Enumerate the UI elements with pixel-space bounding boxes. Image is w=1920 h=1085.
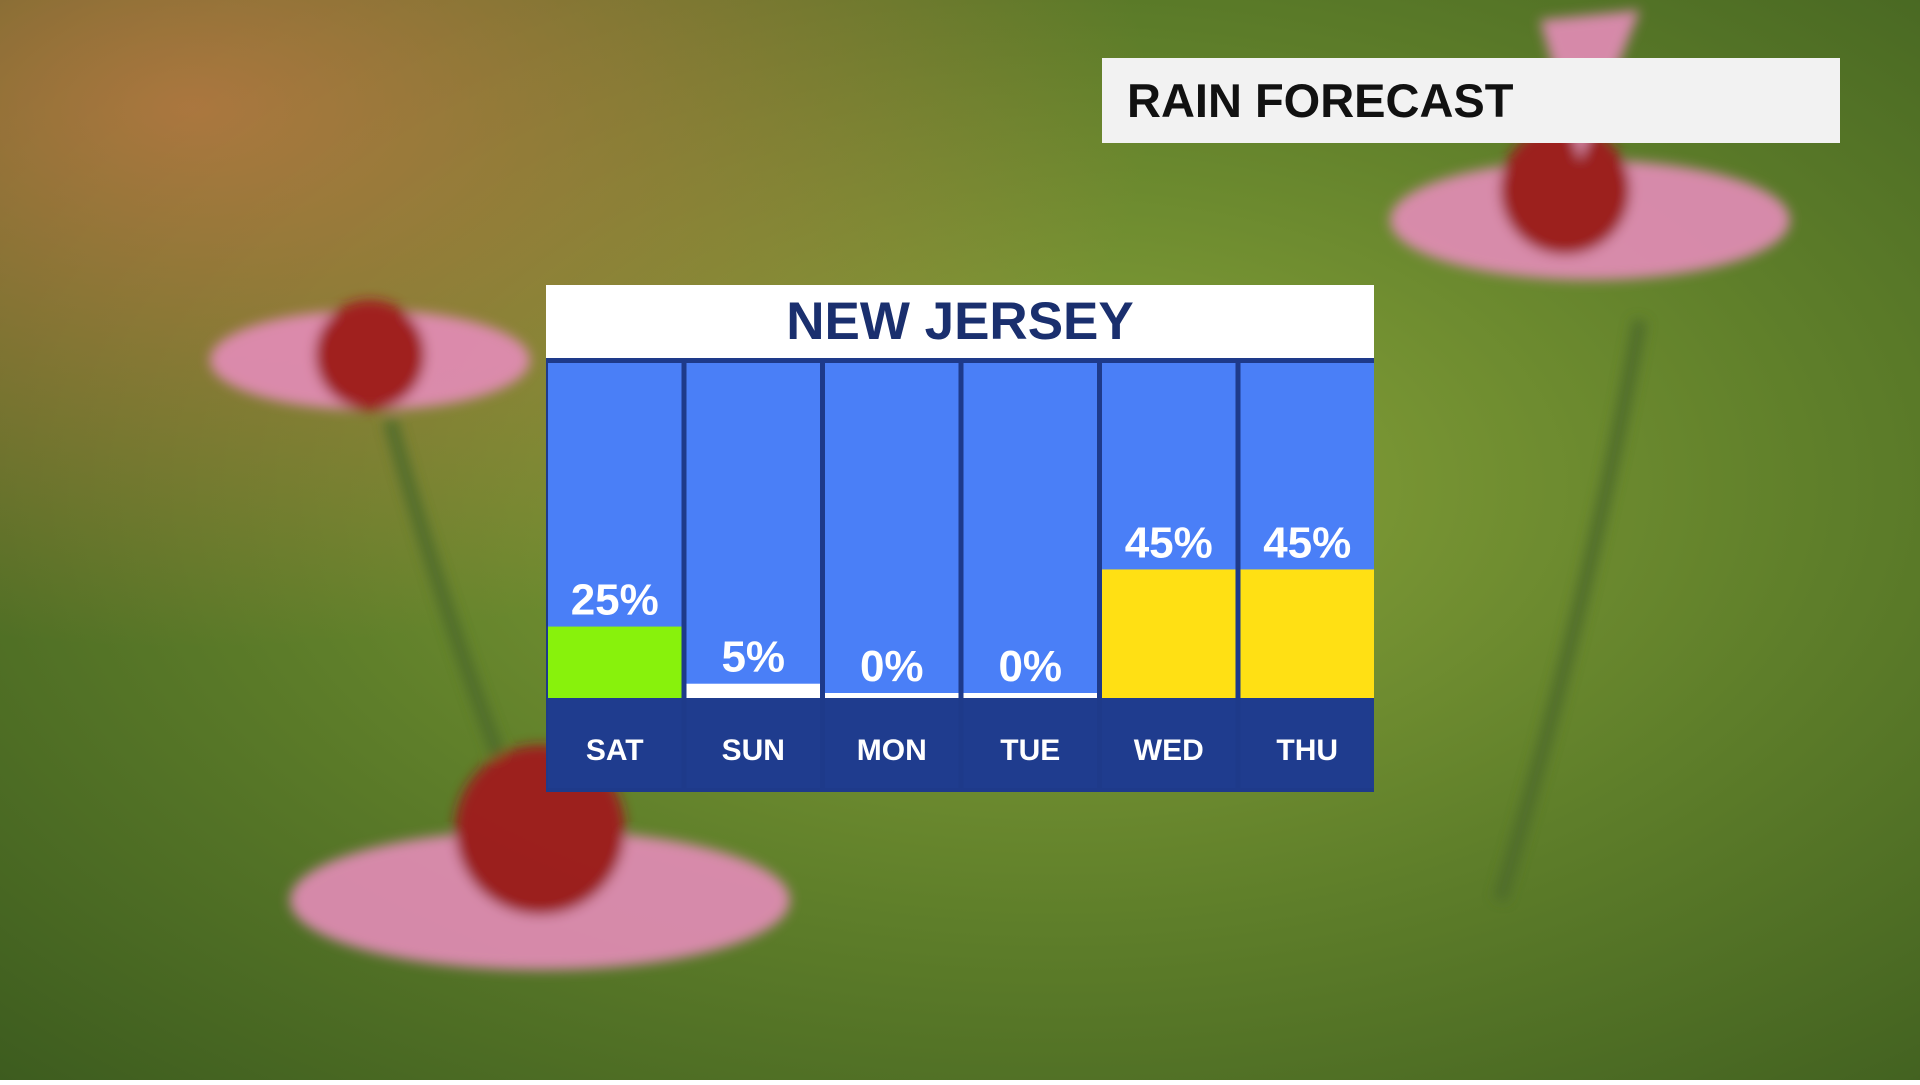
value-label: 45% bbox=[1125, 518, 1213, 567]
x-tick-label: SAT bbox=[586, 734, 644, 767]
header: RAIN FORECAST bbox=[1102, 58, 1840, 143]
value-label: 25% bbox=[571, 576, 659, 625]
bar bbox=[1102, 569, 1236, 698]
x-tick-label: TUE bbox=[1000, 734, 1060, 767]
bar bbox=[686, 683, 820, 698]
header-title: RAIN FORECAST bbox=[1127, 74, 1514, 127]
day-band bbox=[686, 698, 820, 788]
header-box bbox=[1102, 58, 1840, 143]
x-tick-label: SUN bbox=[722, 734, 785, 767]
x-tick-label: MON bbox=[857, 734, 927, 767]
value-label: 45% bbox=[1263, 518, 1351, 567]
value-label: 5% bbox=[721, 633, 785, 682]
title-band bbox=[546, 285, 1374, 358]
value-label: 0% bbox=[860, 642, 924, 691]
chart-panel: NEW JERSEY bbox=[546, 285, 1374, 792]
x-tick-label: WED bbox=[1134, 734, 1204, 767]
value-label: 0% bbox=[998, 642, 1062, 691]
baseline bbox=[963, 693, 1097, 698]
chart-title: NEW JERSEY bbox=[786, 292, 1134, 351]
column bbox=[825, 363, 959, 698]
column bbox=[963, 363, 1097, 698]
bar bbox=[1240, 569, 1374, 698]
bar bbox=[548, 626, 682, 698]
day-band bbox=[1102, 698, 1236, 788]
day-band bbox=[963, 698, 1097, 788]
baseline bbox=[825, 693, 959, 698]
column bbox=[686, 363, 820, 698]
x-tick-label: THU bbox=[1276, 734, 1338, 767]
panel-frame bbox=[546, 358, 1374, 792]
day-band bbox=[825, 698, 959, 788]
day-band bbox=[548, 698, 682, 788]
day-band bbox=[1240, 698, 1374, 788]
